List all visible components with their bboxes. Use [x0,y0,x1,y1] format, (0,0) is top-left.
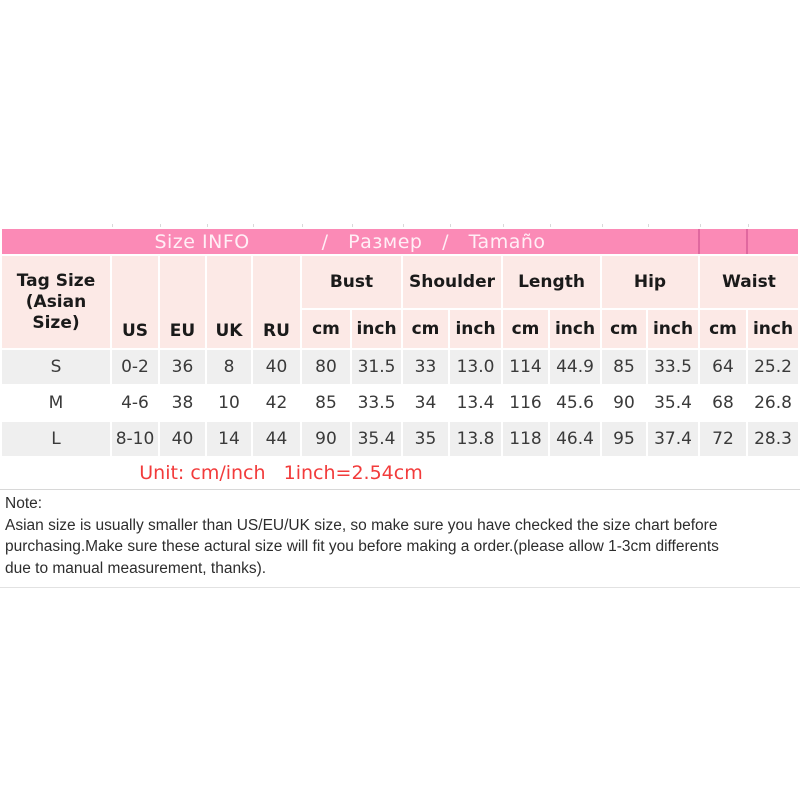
cell-value: 13.4 [450,386,501,420]
cell-value: 35 [403,422,448,456]
cell-value: 8-10 [112,422,158,456]
eu-size-header: EU [160,256,205,348]
cell-value: 90 [602,386,646,420]
cell-value: 85 [602,350,646,384]
cell-value: 80 [302,350,350,384]
table-top-edge [2,224,798,227]
cell-value: 35.4 [352,422,401,456]
cm-header: cm [503,310,548,348]
cell-value: 44.9 [550,350,600,384]
cell-value: 26.8 [748,386,798,420]
length-header: Length [503,256,600,308]
cell-value: 42 [253,386,300,420]
size-table: Size INFO / Размер / Tamaño Tag Size (As… [0,222,800,489]
top-edge-cell [700,224,746,227]
cell-value: 45.6 [550,386,600,420]
size-chart-sheet: Size INFO / Размер / Tamaño Tag Size (As… [0,222,800,588]
cm-header: cm [302,310,350,348]
cell-value: 40 [253,350,300,384]
cell-value: 13.8 [450,422,501,456]
size-label: M [2,386,110,420]
cell-value: 37.4 [648,422,698,456]
cell-value: 118 [503,422,548,456]
top-edge-cell [503,224,548,227]
size-label: L [2,422,110,456]
inch-header: inch [748,310,798,348]
cell-value: 33.5 [352,386,401,420]
inch-header: inch [550,310,600,348]
top-edge-cell [302,224,350,227]
cell-value: 114 [503,350,548,384]
size-label: S [2,350,110,384]
cell-value: 34 [403,386,448,420]
us-size-header: US [112,256,158,348]
cell-value: 46.4 [550,422,600,456]
shoulder-header: Shoulder [403,256,501,308]
top-edge-cell [2,224,110,227]
hip-header: Hip [602,256,698,308]
cell-value: 44 [253,422,300,456]
cell-value: 36 [160,350,205,384]
cell-value: 8 [207,350,251,384]
cm-header: cm [602,310,646,348]
top-edge-cell [450,224,501,227]
inch-header: inch [450,310,501,348]
unit-note-row: Unit: cm/inch 1inch=2.54cm [2,458,798,487]
cell-value: 64 [700,350,746,384]
inch-header: inch [352,310,401,348]
top-edge-cell [602,224,646,227]
cell-value: 40 [160,422,205,456]
note-body: Asian size is usually smaller than US/EU… [5,516,719,577]
top-edge-cell [403,224,448,227]
tag-size-header: Tag Size (Asian Size) [2,256,110,348]
unit-note-text: Unit: cm/inch 1inch=2.54cm [2,458,798,487]
bust-header: Bust [302,256,401,308]
cell-value: 85 [302,386,350,420]
top-edge-cell [550,224,600,227]
cell-value: 13.0 [450,350,501,384]
top-edge-cell [253,224,300,227]
cell-value: 28.3 [748,422,798,456]
waist-header: Waist [700,256,798,308]
uk-size-header: UK [207,256,251,348]
top-edge-cell [352,224,401,227]
cell-value: 68 [700,386,746,420]
note-section: Note: Asian size is usually smaller than… [0,489,800,588]
cell-value: 38 [160,386,205,420]
inch-header: inch [648,310,698,348]
cell-value: 25.2 [748,350,798,384]
table-row-size-s: S 0-2 36 8 40 80 31.5 33 13.0 114 44.9 8… [2,350,798,384]
cm-header: cm [700,310,746,348]
cell-value: 90 [302,422,350,456]
table-row-size-l: L 8-10 40 14 44 90 35.4 35 13.8 118 46.4… [2,422,798,456]
size-info-title: Size INFO / Размер / Tamaño [2,229,698,254]
cell-value: 31.5 [352,350,401,384]
cell-value: 33.5 [648,350,698,384]
top-edge-cell [748,224,798,227]
cell-value: 4-6 [112,386,158,420]
cm-header: cm [403,310,448,348]
header-unit-row: cm inch cm inch cm inch cm inch cm inch [2,310,798,348]
title-bar-row: Size INFO / Размер / Tamaño [2,229,798,254]
note-label: Note: [5,495,43,512]
cell-value: 0-2 [112,350,158,384]
cell-value: 10 [207,386,251,420]
cell-value: 116 [503,386,548,420]
title-bar-filler-cell [700,229,746,254]
title-bar-filler-cell [748,229,798,254]
top-edge-cell [207,224,251,227]
header-group-row: Tag Size (Asian Size) US EU UK RU Bust S… [2,256,798,348]
cell-value: 72 [700,422,746,456]
ru-size-header: RU [253,256,300,348]
top-edge-cell [112,224,158,227]
top-edge-cell [160,224,205,227]
cell-value: 33 [403,350,448,384]
top-edge-cell [648,224,698,227]
cell-value: 95 [602,422,646,456]
cell-value: 14 [207,422,251,456]
table-row-size-m: M 4-6 38 10 42 85 33.5 34 13.4 116 45.6 … [2,386,798,420]
cell-value: 35.4 [648,386,698,420]
